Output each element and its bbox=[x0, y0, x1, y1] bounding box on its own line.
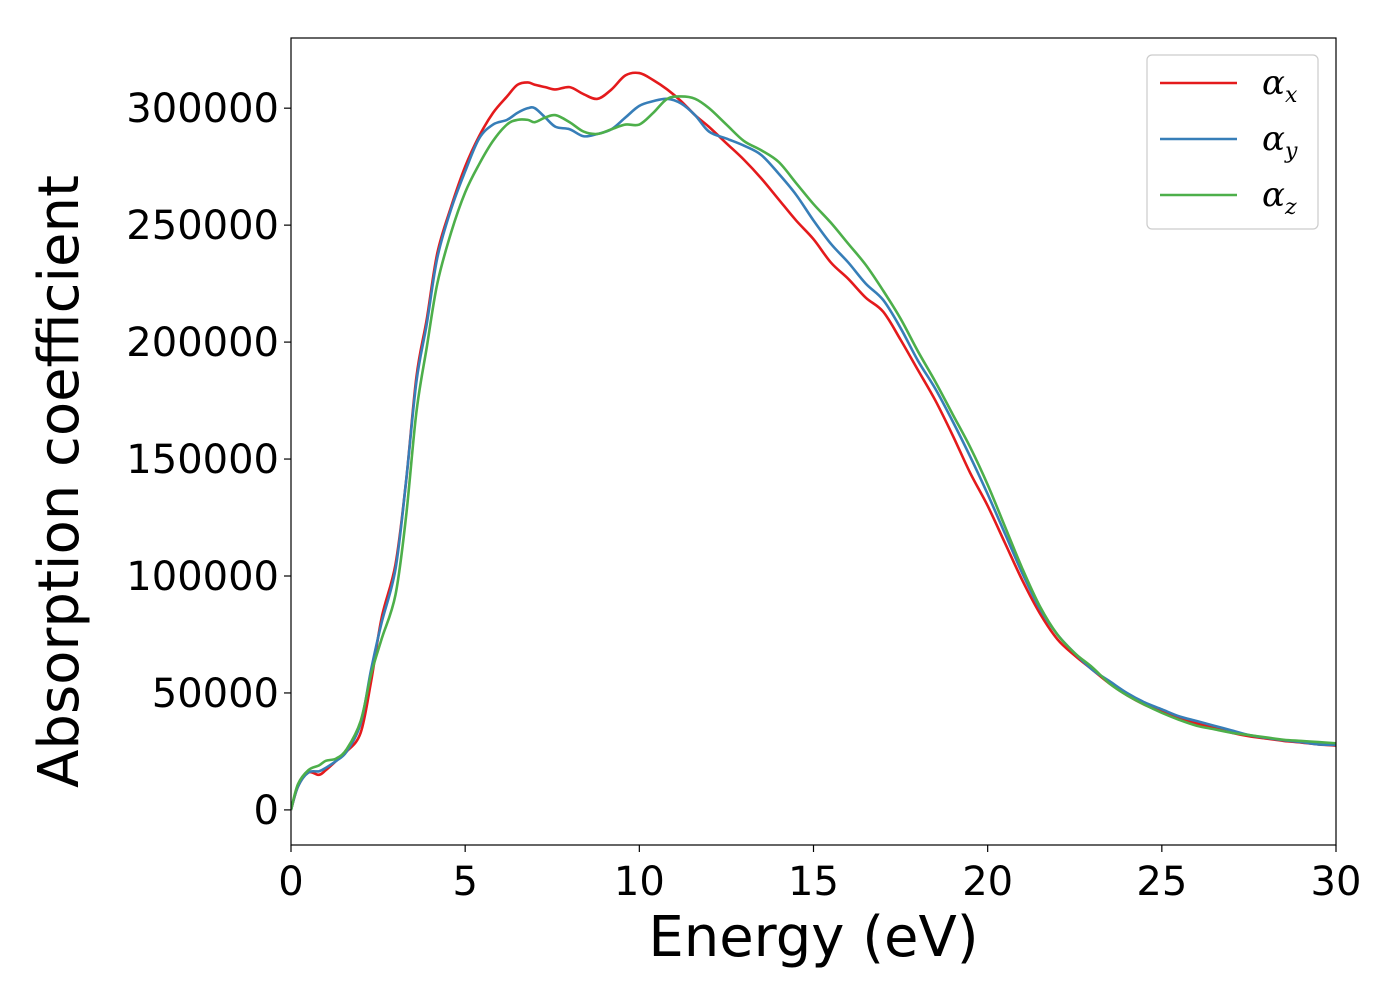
legend-entry-name: α bbox=[1262, 119, 1285, 159]
y-tick-label: 300000 bbox=[126, 86, 279, 132]
x-tick-label: 5 bbox=[452, 859, 477, 905]
y-axis: 0 50000 100000 150000 200000 250000 300000 bbox=[126, 86, 291, 834]
series-layer bbox=[291, 71, 1336, 811]
y-tick-label: 200000 bbox=[126, 320, 279, 366]
y-tick-label: 100000 bbox=[126, 554, 279, 600]
legend-entry: αz bbox=[1262, 175, 1297, 220]
legend-entry-subscript: x bbox=[1285, 83, 1298, 108]
y-tick-label: 250000 bbox=[126, 203, 279, 249]
legend-entry-name: α bbox=[1262, 63, 1285, 103]
x-tick-label: 25 bbox=[1136, 859, 1187, 905]
x-axis: 0 5 10 15 20 25 30 bbox=[278, 845, 1361, 905]
x-tick-label: 10 bbox=[614, 859, 665, 905]
x-tick-label: 0 bbox=[278, 859, 303, 905]
legend-entry: αx bbox=[1262, 63, 1298, 108]
series-line-alpha-y bbox=[291, 97, 1336, 811]
y-axis-title: Absorption coefficient bbox=[27, 175, 92, 788]
y-tick-label: 50000 bbox=[152, 671, 279, 717]
x-tick-label: 15 bbox=[788, 859, 839, 905]
legend-entry-subscript: y bbox=[1284, 139, 1298, 164]
y-tick-label: 0 bbox=[254, 788, 279, 834]
legend-entry-subscript: z bbox=[1284, 195, 1297, 220]
x-tick-label: 30 bbox=[1311, 859, 1362, 905]
x-tick-label: 20 bbox=[962, 859, 1013, 905]
y-tick-label: 150000 bbox=[126, 437, 279, 483]
x-axis-title: Energy (eV) bbox=[648, 905, 978, 970]
legend-entry: αy bbox=[1262, 119, 1298, 164]
series-line-alpha-z bbox=[291, 95, 1336, 811]
legend-box bbox=[1146, 54, 1319, 230]
legend-entry-name: α bbox=[1262, 175, 1285, 215]
